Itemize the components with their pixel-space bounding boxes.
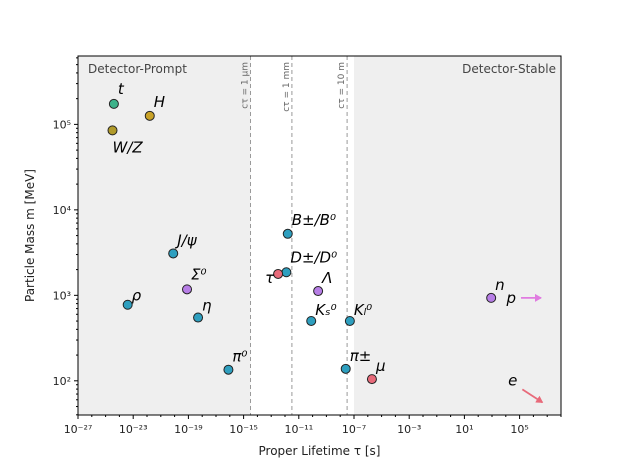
region-label-0: Detector-Prompt bbox=[88, 62, 187, 76]
x-tick-label-4: 10⁻¹¹ bbox=[284, 423, 313, 436]
data-point-1 bbox=[144, 110, 155, 121]
data-point-label-16: n bbox=[495, 276, 505, 294]
shaded-regions: Detector-Prompt Detector-Stable bbox=[78, 56, 561, 415]
ref-line-label-2: cτ = 10 m bbox=[337, 62, 347, 109]
ref-line-label-0: cτ = 1 μm bbox=[241, 62, 251, 109]
x-tick-label-3: 10⁻¹⁵ bbox=[229, 423, 258, 436]
x-tick-label-6: 10⁻³ bbox=[397, 423, 421, 436]
data-point-7 bbox=[182, 284, 193, 295]
region-band-0 bbox=[78, 56, 251, 415]
data-point-10 bbox=[193, 312, 204, 323]
x-tick-label-7: 10¹ bbox=[455, 423, 473, 436]
data-point-5 bbox=[281, 267, 292, 278]
data-point-label-14: π± bbox=[350, 347, 372, 365]
offscale-label-1: e bbox=[508, 371, 517, 389]
data-point-6 bbox=[273, 268, 284, 279]
y-tick-label-2: 10⁴ bbox=[53, 204, 72, 217]
data-point-0 bbox=[108, 98, 119, 109]
data-point-13 bbox=[223, 364, 234, 375]
x-axis-label: Proper Lifetime τ [s] bbox=[259, 444, 381, 458]
data-point-label-3: J/ψ bbox=[174, 231, 197, 249]
x-tick-label-8: 10⁵ bbox=[510, 423, 528, 436]
y-tick-label-0: 10² bbox=[53, 375, 71, 388]
y-tick-label-1: 10³ bbox=[53, 289, 71, 302]
data-point-16 bbox=[486, 292, 497, 303]
data-point-label-8: Λ bbox=[321, 269, 332, 287]
data-point-label-2: W/Z bbox=[113, 138, 144, 156]
data-point-3 bbox=[168, 248, 179, 259]
y-tick-label-3: 10⁵ bbox=[53, 118, 71, 131]
data-point-15 bbox=[366, 374, 377, 385]
x-tick-label-5: 10⁻⁷ bbox=[342, 423, 366, 436]
offscale-markers: pe bbox=[505, 289, 544, 404]
data-point-label-10: η bbox=[202, 297, 212, 315]
region-band-1 bbox=[354, 56, 561, 415]
axis-ticks: 10⁻²⁷ 10⁻²³ 10⁻¹⁹ 10⁻¹⁵ 10⁻¹¹ 10⁻⁷ 10⁻³ 10¹ 10⁵ 1… bbox=[53, 57, 562, 436]
data-point-label-4: B±/B⁰ bbox=[292, 211, 336, 229]
data-point-9 bbox=[122, 299, 133, 310]
plot-frame bbox=[77, 55, 562, 416]
data-point-4 bbox=[282, 228, 293, 239]
data-point-14 bbox=[340, 363, 351, 374]
data-point-2 bbox=[107, 125, 118, 136]
data-point-label-9: ρ bbox=[132, 287, 142, 305]
data-point-label-5: D±/D⁰ bbox=[290, 248, 337, 266]
data-point-label-0: t bbox=[118, 80, 125, 98]
data-point-8 bbox=[313, 286, 324, 297]
region-label-1: Detector-Stable bbox=[462, 62, 556, 76]
data-point-label-15: μ bbox=[375, 357, 386, 375]
data-point-label-13: π⁰ bbox=[232, 348, 247, 366]
data-point-label-6: τ bbox=[265, 269, 275, 287]
data-points: t H W/Z J/ψ B±/B⁰ D±/D⁰ τ Σ⁰ Λρ η Kₛ⁰ Kₗ⁰ π⁰ π±μ n bbox=[107, 80, 505, 385]
x-tick-label-0: 10⁻²⁷ bbox=[64, 423, 93, 436]
x-tick-label-2: 10⁻¹⁹ bbox=[174, 423, 203, 436]
data-point-12 bbox=[344, 315, 355, 326]
data-point-label-11: Kₛ⁰ bbox=[315, 301, 336, 319]
offscale-arrow-1 bbox=[521, 388, 544, 404]
reference-lines: cτ = 1 μm cτ = 1 mm cτ = 10 m bbox=[241, 56, 348, 415]
data-point-label-1: H bbox=[154, 93, 165, 111]
ref-line-label-1: cτ = 1 mm bbox=[282, 62, 292, 112]
data-point-label-7: Σ⁰ bbox=[191, 265, 207, 283]
y-axis-label: Particle Mass m [MeV] bbox=[23, 169, 37, 302]
data-point-11 bbox=[306, 315, 317, 326]
offscale-label-0: p bbox=[505, 289, 516, 307]
data-point-label-12: Kₗ⁰ bbox=[354, 301, 372, 319]
x-tick-label-1: 10⁻²³ bbox=[119, 423, 148, 436]
